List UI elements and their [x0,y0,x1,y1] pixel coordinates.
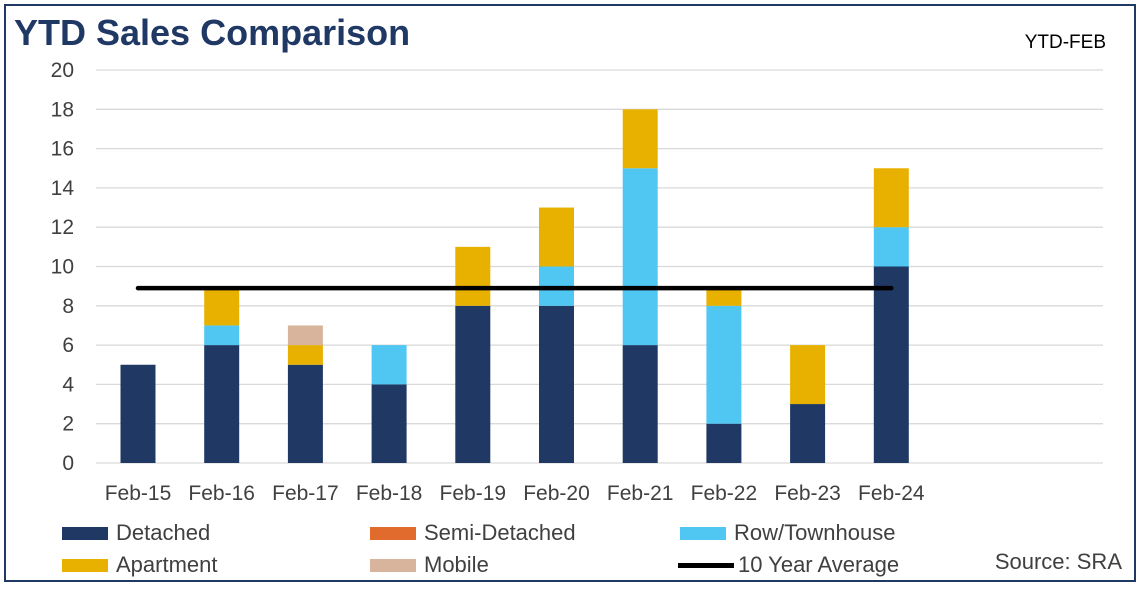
y-tick-label: 18 [51,98,74,121]
y-tick-label: 8 [62,295,74,318]
bar-detached-feb-21 [622,345,658,463]
y-tick-label: 16 [51,138,74,161]
y-tick-label: 6 [62,334,74,357]
bar-detached-feb-20 [539,305,574,463]
x-tick-label: Feb-19 [440,482,507,505]
bar-detached-feb-16 [204,345,240,463]
y-tick-label: 12 [51,216,74,239]
bar-row-townhouse-feb-21 [622,168,658,346]
x-tick-label: Feb-15 [105,482,172,505]
bar-row-townhouse-feb-18 [371,345,407,385]
bar-apartment-feb-24 [873,168,909,228]
chart-title: YTD Sales Comparison [14,12,411,53]
y-tick-label: 14 [51,177,75,200]
bar-detached-feb-18 [371,384,407,463]
x-tick-label: Feb-21 [607,482,674,505]
x-tick-label: Feb-22 [691,482,758,505]
bar-detached-feb-24 [873,266,909,463]
y-tick-label: 20 [51,59,74,82]
y-tick-label: 0 [62,452,74,475]
source-note: Source: SRA [994,549,1122,574]
bar-detached-feb-23 [790,404,826,463]
bar-detached-feb-15 [120,364,156,463]
bar-apartment-feb-20 [539,207,574,267]
bar-detached-feb-17 [287,364,323,463]
y-tick-label: 10 [51,256,74,279]
bar-row-townhouse-feb-16 [204,325,240,346]
bar-apartment-feb-22 [706,286,742,306]
x-tick-label: Feb-17 [272,482,339,505]
bar-apartment-feb-23 [790,345,826,405]
bar-detached-feb-19 [455,305,491,463]
y-tick-label: 4 [62,373,74,396]
bar-apartment-feb-19 [455,246,491,306]
bar-row-townhouse-feb-22 [706,305,742,424]
bar-detached-feb-22 [706,423,742,463]
bar-mobile-feb-17 [287,325,323,346]
period-label: YTD-FEB [1024,32,1106,53]
x-tick-label: Feb-23 [774,482,841,505]
x-tick-label: Feb-20 [523,482,590,505]
x-tick-label: Feb-16 [188,482,255,505]
y-tick-label: 2 [62,413,74,436]
bar-apartment-feb-17 [287,345,323,365]
x-tick-label: Feb-24 [858,482,925,505]
x-tick-label: Feb-18 [356,482,423,505]
bar-row-townhouse-feb-24 [873,227,909,267]
bar-apartment-feb-21 [622,109,658,169]
bar-apartment-feb-16 [204,286,240,326]
